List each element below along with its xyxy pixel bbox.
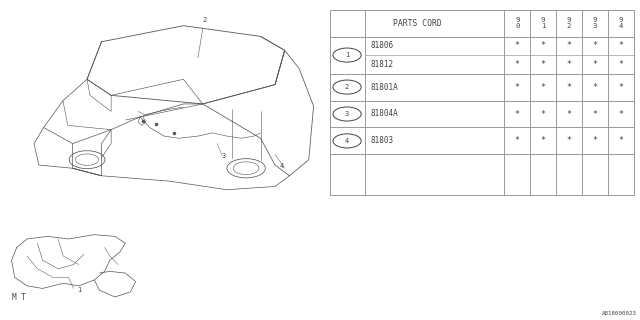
Text: *: *: [541, 60, 546, 69]
Text: *: *: [566, 109, 572, 118]
Text: 4: 4: [280, 163, 284, 169]
Text: *: *: [515, 109, 520, 118]
Text: *: *: [593, 136, 597, 145]
Text: PARTS CORD: PARTS CORD: [392, 19, 442, 28]
Text: *: *: [593, 83, 597, 92]
Text: 81804A: 81804A: [371, 109, 399, 118]
Text: 1: 1: [345, 52, 349, 58]
Text: *: *: [566, 41, 572, 50]
Text: *: *: [618, 83, 623, 92]
Text: 3: 3: [345, 111, 349, 117]
Text: *: *: [515, 136, 520, 145]
Text: *: *: [515, 83, 520, 92]
Text: M T: M T: [12, 293, 26, 302]
Text: *: *: [566, 83, 572, 92]
Text: 2: 2: [203, 18, 207, 23]
Text: *: *: [593, 60, 597, 69]
Text: *: *: [566, 136, 572, 145]
Text: A818000023: A818000023: [602, 311, 637, 316]
Text: 9
4: 9 4: [618, 17, 623, 29]
Text: 81806: 81806: [371, 41, 394, 50]
Text: *: *: [541, 136, 546, 145]
Text: 1: 1: [77, 287, 81, 293]
Text: *: *: [541, 109, 546, 118]
Text: *: *: [515, 41, 520, 50]
Text: *: *: [618, 41, 623, 50]
Text: *: *: [593, 109, 597, 118]
Text: *: *: [566, 60, 572, 69]
Text: 9
1: 9 1: [541, 17, 545, 29]
Text: *: *: [593, 41, 597, 50]
Text: 3: 3: [222, 153, 227, 158]
Text: *: *: [618, 60, 623, 69]
Text: 81801A: 81801A: [371, 83, 399, 92]
Text: 9
2: 9 2: [567, 17, 571, 29]
Text: *: *: [515, 60, 520, 69]
Text: 9
0: 9 0: [515, 17, 520, 29]
Text: 4: 4: [345, 138, 349, 144]
Text: *: *: [541, 83, 546, 92]
Text: 2: 2: [345, 84, 349, 90]
Text: 9
3: 9 3: [593, 17, 597, 29]
Bar: [330, 10, 634, 195]
Text: 81812: 81812: [371, 60, 394, 69]
Text: *: *: [541, 41, 546, 50]
Text: 81803: 81803: [371, 136, 394, 145]
Text: *: *: [618, 109, 623, 118]
Text: *: *: [618, 136, 623, 145]
